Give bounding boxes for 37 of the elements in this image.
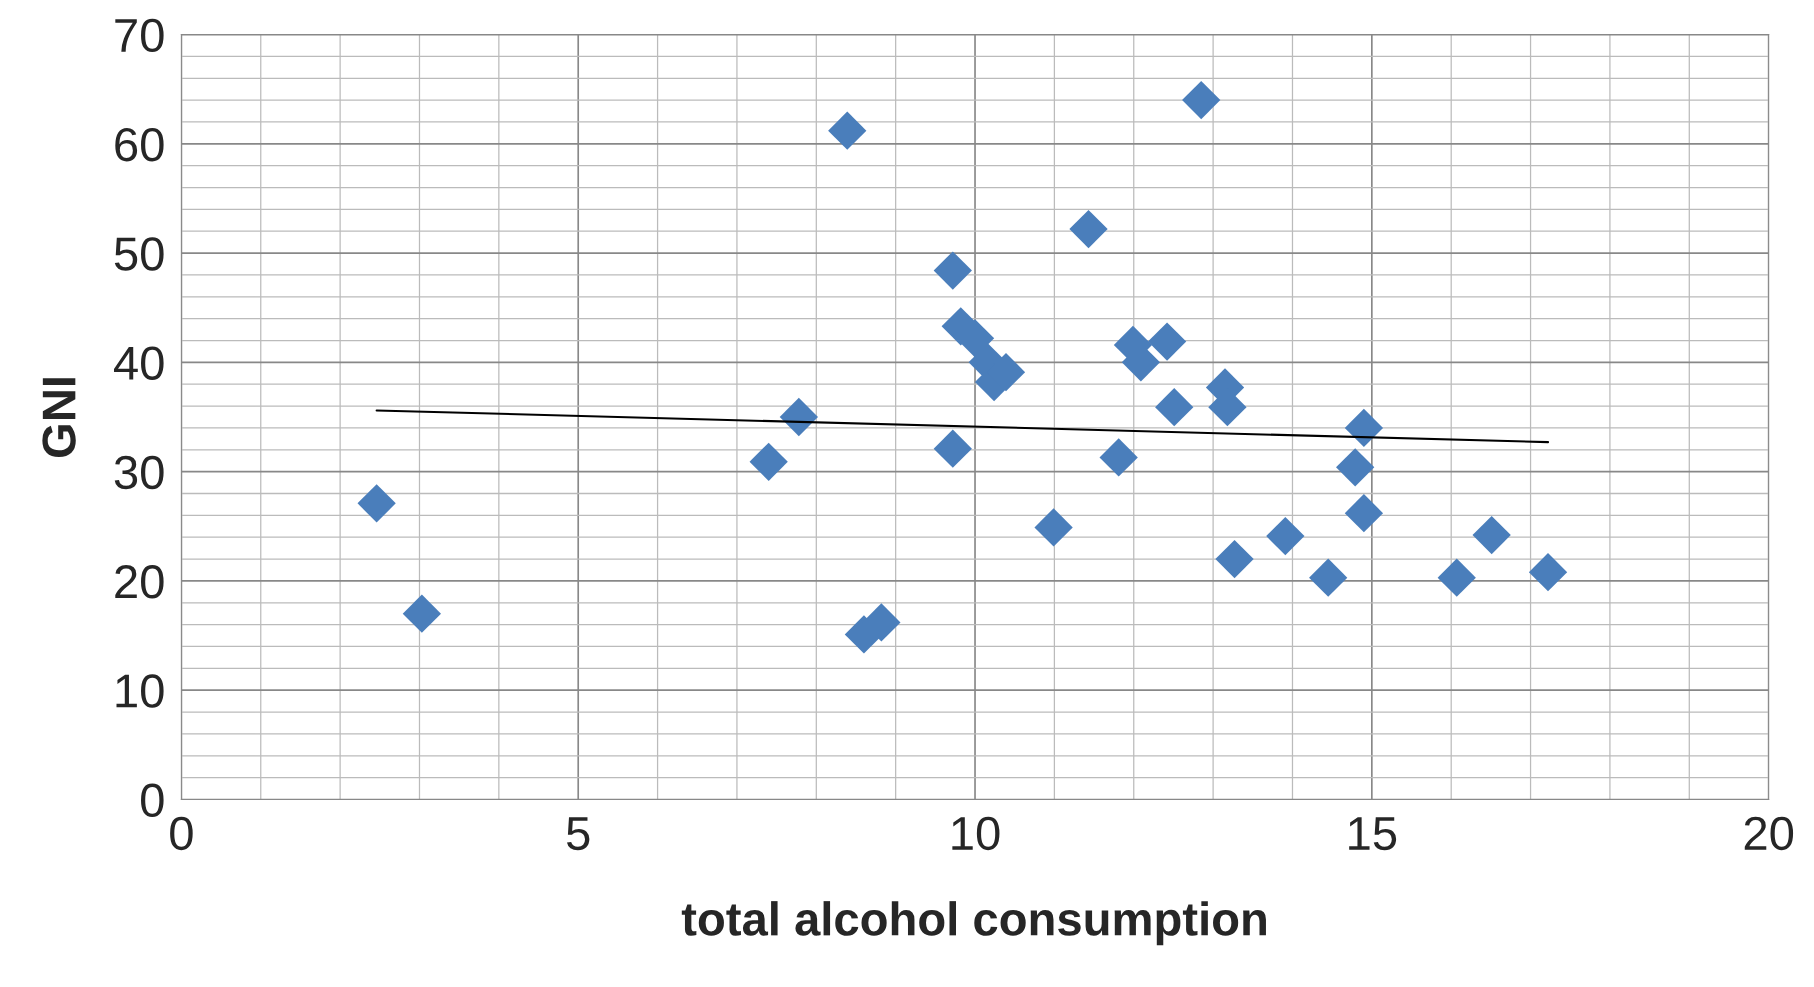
point — [1147, 322, 1187, 361]
point — [1472, 515, 1511, 555]
y-tick-label: 30 — [114, 455, 164, 490]
x-tick-label: 10 — [952, 816, 1000, 851]
point — [1344, 494, 1384, 533]
point — [402, 594, 442, 633]
point — [1182, 80, 1221, 120]
x-tick-label: 20 — [1744, 816, 1794, 851]
point — [1336, 448, 1375, 487]
x-tick-label: 5 — [566, 817, 590, 851]
point — [749, 442, 788, 481]
y-tick-label: 10 — [116, 674, 164, 708]
point — [933, 251, 972, 290]
y-tick-label: 60 — [115, 127, 164, 162]
x-tick-label: 15 — [1349, 817, 1397, 851]
point — [1155, 388, 1194, 427]
point — [1215, 539, 1254, 579]
point — [828, 111, 867, 150]
point — [779, 397, 818, 437]
point — [1266, 516, 1305, 556]
y-tick-label: 40 — [113, 346, 164, 380]
point — [1069, 209, 1108, 249]
point — [1344, 408, 1384, 448]
point — [933, 429, 972, 468]
point — [1528, 553, 1568, 592]
x-tick-label: 0 — [170, 816, 193, 851]
x-axis-title: total alcohol consumption — [681, 901, 1266, 946]
y-tick-label: 0 — [141, 783, 164, 818]
point — [1437, 558, 1476, 597]
y-tick-label: 50 — [114, 237, 164, 271]
y-axis-title: GNI — [42, 378, 76, 458]
point — [1099, 438, 1138, 477]
point — [1034, 508, 1073, 547]
y-tick-label: 70 — [115, 18, 164, 53]
y-tick-label: 20 — [115, 565, 164, 599]
point — [1309, 558, 1348, 597]
point — [357, 484, 396, 523]
